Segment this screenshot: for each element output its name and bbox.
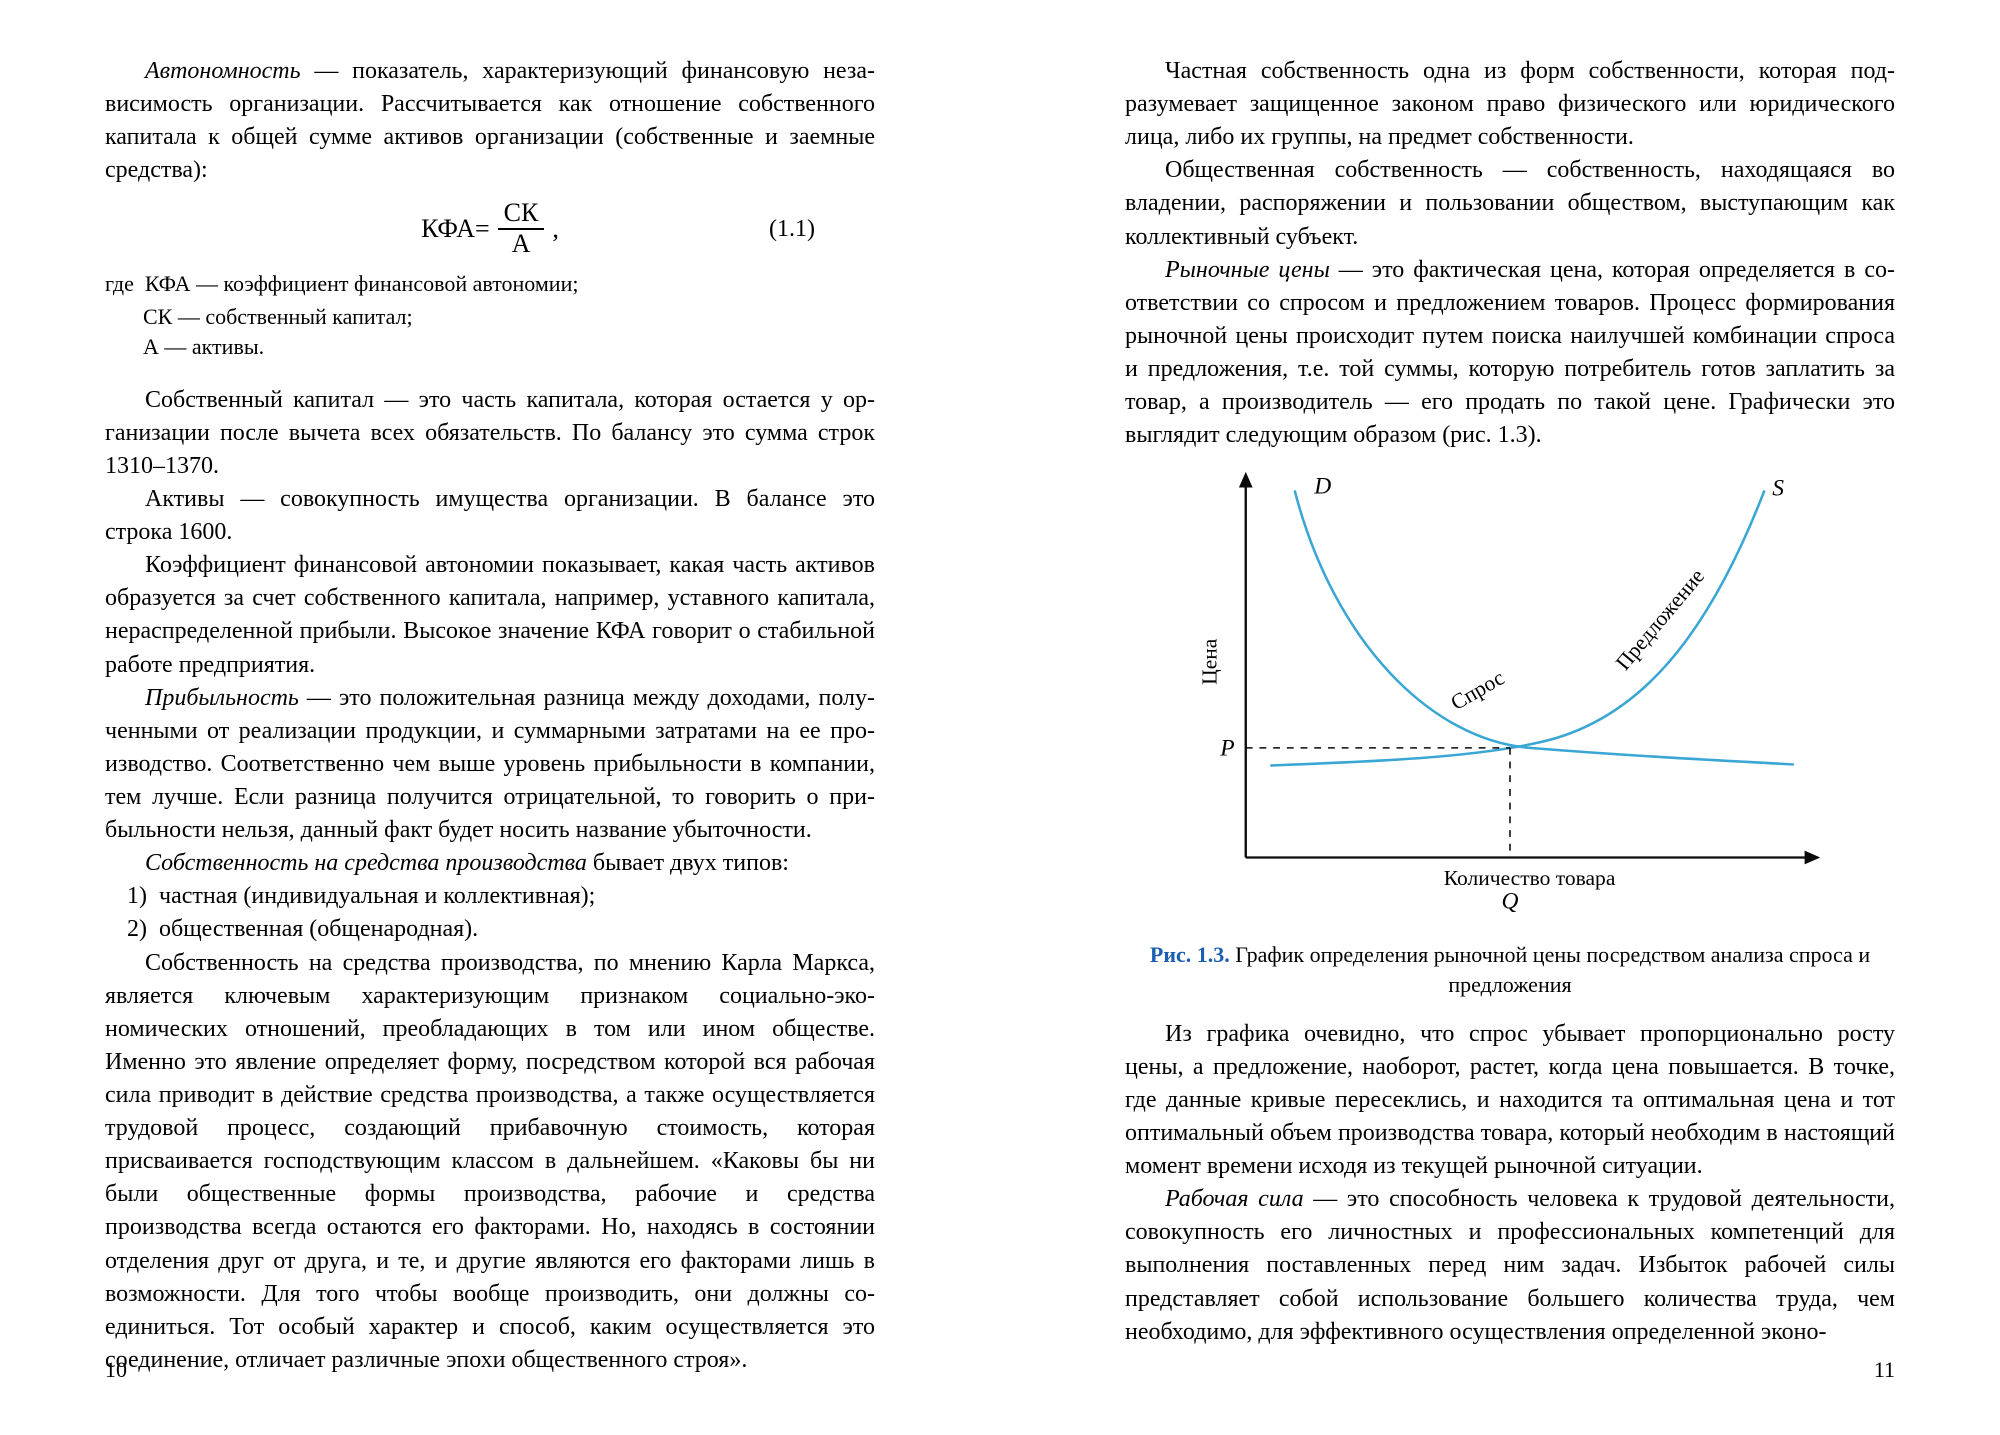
para-equity: Собственный капитал — это часть капитала… [105, 384, 875, 483]
label-demand: Спрос [1447, 666, 1509, 716]
para-public: Общественная собственность — собственнос… [1125, 154, 1895, 253]
formula-den: А [506, 230, 537, 259]
equation-number: (1.1) [769, 216, 815, 243]
para-labor: Рабочая сила — это способность человека … [1125, 1183, 1895, 1349]
label-supply: Предложение [1611, 564, 1709, 675]
label-s: S [1772, 476, 1784, 502]
list-item-1: 1) частная (индивидуальная и коллективна… [127, 880, 875, 913]
page-number-right: 11 [1874, 1357, 1895, 1383]
page-right: Частная собственность одна из форм собст… [1075, 55, 1945, 1349]
caption-prefix: Рис. 1.3. [1150, 942, 1230, 967]
where-1: КФА — коэффициент финансовой автономии; [145, 271, 579, 296]
term-autonomy: Автономность [145, 58, 301, 84]
para-market-price-text: — это фактическая цена, которая определя… [1125, 257, 1895, 449]
label-d: D [1313, 474, 1331, 500]
axes [1239, 472, 1820, 864]
formula-kfa: КФА= СК А , [421, 199, 559, 258]
chart-caption: Рис. 1.3. График определения рыночной це… [1125, 940, 1895, 999]
page-left: Автономность — показатель, характеризующ… [55, 55, 925, 1377]
para-market-price: Рыночные цены — это фактическая цена, ко… [1125, 254, 1895, 453]
para-ownership-types: Собственность на средства производства б… [105, 847, 875, 880]
term-market-price: Рыночные цены [1165, 257, 1330, 283]
para-profitability: Прибыльность — это положительная разница… [105, 682, 875, 848]
caption-text: График определения рыночной цены посредс… [1230, 942, 1870, 997]
para-graph-explain: Из графика очевидно, что спрос убывает п… [1125, 1018, 1895, 1184]
term-labor: Рабочая сила [1165, 1186, 1304, 1212]
term-ownership: Собственность на средства производства [145, 850, 587, 876]
para-kfa-explain: Коэффициент финансовой автономии показыв… [105, 549, 875, 681]
where-block: где КФА — коэффициент финансовой автоном… [105, 269, 875, 299]
chart-svg: D S P Q Цена Количество товара Спрос Пре… [1170, 466, 1850, 926]
label-p: P [1219, 736, 1234, 762]
para-autonomy: Автономность — показатель, характеризующ… [105, 55, 875, 187]
supply-curve [1270, 491, 1764, 766]
supply-demand-chart: D S P Q Цена Количество товара Спрос Пре… [1125, 466, 1895, 999]
formula-row: КФА= СК А , (1.1) [105, 199, 875, 258]
demand-curve [1295, 491, 1794, 765]
where-label: где [105, 271, 134, 296]
term-profitability: Прибыльность [145, 685, 299, 711]
para-private: Частная собственность одна из форм собст… [1125, 55, 1895, 154]
para-assets: Активы — совокупность имущества организа… [105, 483, 875, 549]
where-3: А — активы. [195, 332, 875, 362]
where-2: СК — собственный капитал; [195, 302, 875, 332]
page-number-left: 10 [105, 1357, 127, 1383]
formula-fraction: СК А [498, 199, 545, 258]
label-xaxis: Количество товара [1444, 866, 1616, 890]
label-q: Q [1502, 889, 1519, 915]
formula-lhs: КФА= [421, 214, 490, 244]
formula-num: СК [498, 199, 545, 230]
para-marx: Собственность на средства производства, … [105, 947, 875, 1377]
formula-tail: , [552, 214, 559, 244]
label-yaxis: Цена [1197, 639, 1221, 686]
list-item-2: 2) общественная (общенародная). [127, 913, 875, 946]
para-ownership-tail: бывает двух типов: [587, 850, 789, 876]
